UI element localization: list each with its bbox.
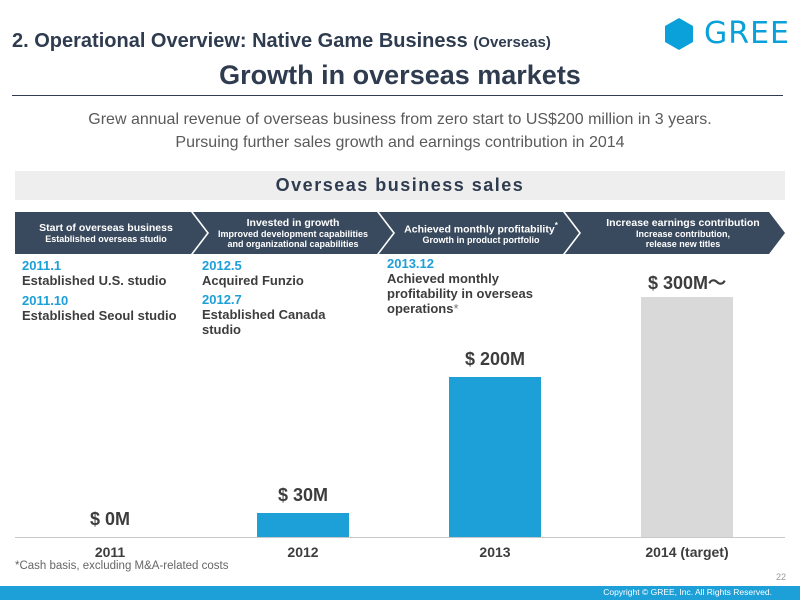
event-date: 2012.5 — [202, 258, 242, 273]
event-desc: Established Seoul studio — [22, 307, 177, 323]
phase-3-sub: Growth in product portfolio — [422, 235, 540, 246]
phase-3-title-mark: * — [554, 220, 558, 230]
chart-title-banner: Overseas business sales — [15, 171, 785, 200]
phase-2: Invested in growth Improved development … — [205, 212, 381, 254]
event-desc: Established Canada studio — [202, 306, 326, 337]
event-date: 2012.7 — [202, 292, 242, 307]
phase-4-title: Increase earnings contribution — [606, 216, 760, 229]
phase-3: Achieved monthly profitability* Growth i… — [393, 212, 569, 254]
x-tick-label-2011: 2011 — [94, 544, 126, 560]
footer-bar: Copyright © GREE, Inc. All Rights Reserv… — [0, 586, 800, 600]
phase-4-sub: Increase contribution, release new title… — [635, 228, 731, 250]
phase-timeline: Start of overseas business Established o… — [15, 212, 785, 254]
phase-1: Start of overseas business Established o… — [19, 212, 193, 254]
intro-line-2: Pursuing further sales growth and earnin… — [175, 134, 625, 151]
page-title: Growth in overseas markets — [219, 60, 581, 90]
x-axis-line — [15, 537, 785, 538]
event-2012-7: 2012.7 Established Canada studio — [202, 292, 326, 338]
event-date: 2011.10 — [22, 293, 69, 308]
bar-2013 — [449, 377, 541, 537]
phase-1-sub: Established overseas studio — [45, 233, 167, 244]
event-2013-12: 2013.12 Achieved monthly profitability i… — [387, 256, 533, 317]
phase-arrow-1 — [15, 212, 207, 254]
event-2012-5: 2012.5 Acquired Funzio — [202, 258, 304, 289]
value-label-2012: $ 30M — [277, 485, 329, 505]
section-subtitle: (Overseas) — [473, 34, 551, 51]
intro-line-1: Grew annual revenue of overseas business… — [88, 111, 712, 128]
event-desc: Achieved monthly profitability in overse… — [387, 270, 533, 317]
copyright: Copyright © GREE, Inc. All Rights Reserv… — [603, 587, 772, 597]
x-tick-label-2014: 2014 (target) — [645, 544, 729, 560]
x-tick-label-2012: 2012 — [287, 544, 319, 560]
logo-wordmark: GREE — [704, 16, 791, 51]
bar-2012 — [257, 513, 349, 537]
value-label-2013: $ 200M — [464, 349, 526, 369]
x-tick-label-2013: 2013 — [479, 544, 511, 560]
phase-3-title-text: Achieved monthly profitability — [404, 223, 555, 236]
section-title: 2. Operational Overview: Native Game Bus… — [12, 30, 551, 53]
hexagon-logo-icon — [665, 18, 693, 50]
phase-arrow-3 — [379, 212, 579, 254]
event-date: 2011.1 — [22, 258, 62, 273]
event-desc-text: Achieved monthly profitability in overse… — [387, 270, 533, 316]
event-2011-1: 2011.1 Established U.S. studio — [22, 258, 167, 289]
event-2011-10: 2011.10 Established Seoul studio — [22, 293, 177, 324]
phase-4: Increase earnings contribution Increase … — [581, 212, 785, 254]
title-divider — [12, 95, 783, 96]
value-label-2014: $ 300M～ — [647, 273, 727, 293]
gree-logo: GREE — [662, 16, 789, 51]
section-title-text: 2. Operational Overview: Native Game Bus… — [12, 30, 468, 52]
phase-1-title: Start of overseas business — [39, 221, 173, 234]
page-number: 22 — [776, 572, 787, 582]
bar-2014 — [641, 297, 733, 537]
phase-arrow-2 — [193, 212, 393, 254]
phase-2-title: Invested in growth — [246, 216, 340, 229]
event-desc: Established U.S. studio — [22, 272, 167, 288]
footnote: *Cash basis, excluding M&A-related costs — [15, 560, 229, 572]
event-date: 2013.12 — [387, 256, 434, 271]
value-label-2011: $ 0M — [89, 509, 131, 529]
phase-2-sub: Improved development capabilities and or… — [217, 228, 369, 250]
phase-3-title: Achieved monthly profitability* — [393, 221, 569, 236]
phase-arrow-4 — [565, 212, 785, 254]
event-desc: Acquired Funzio — [202, 272, 304, 288]
event-desc-mark: * — [453, 300, 459, 316]
